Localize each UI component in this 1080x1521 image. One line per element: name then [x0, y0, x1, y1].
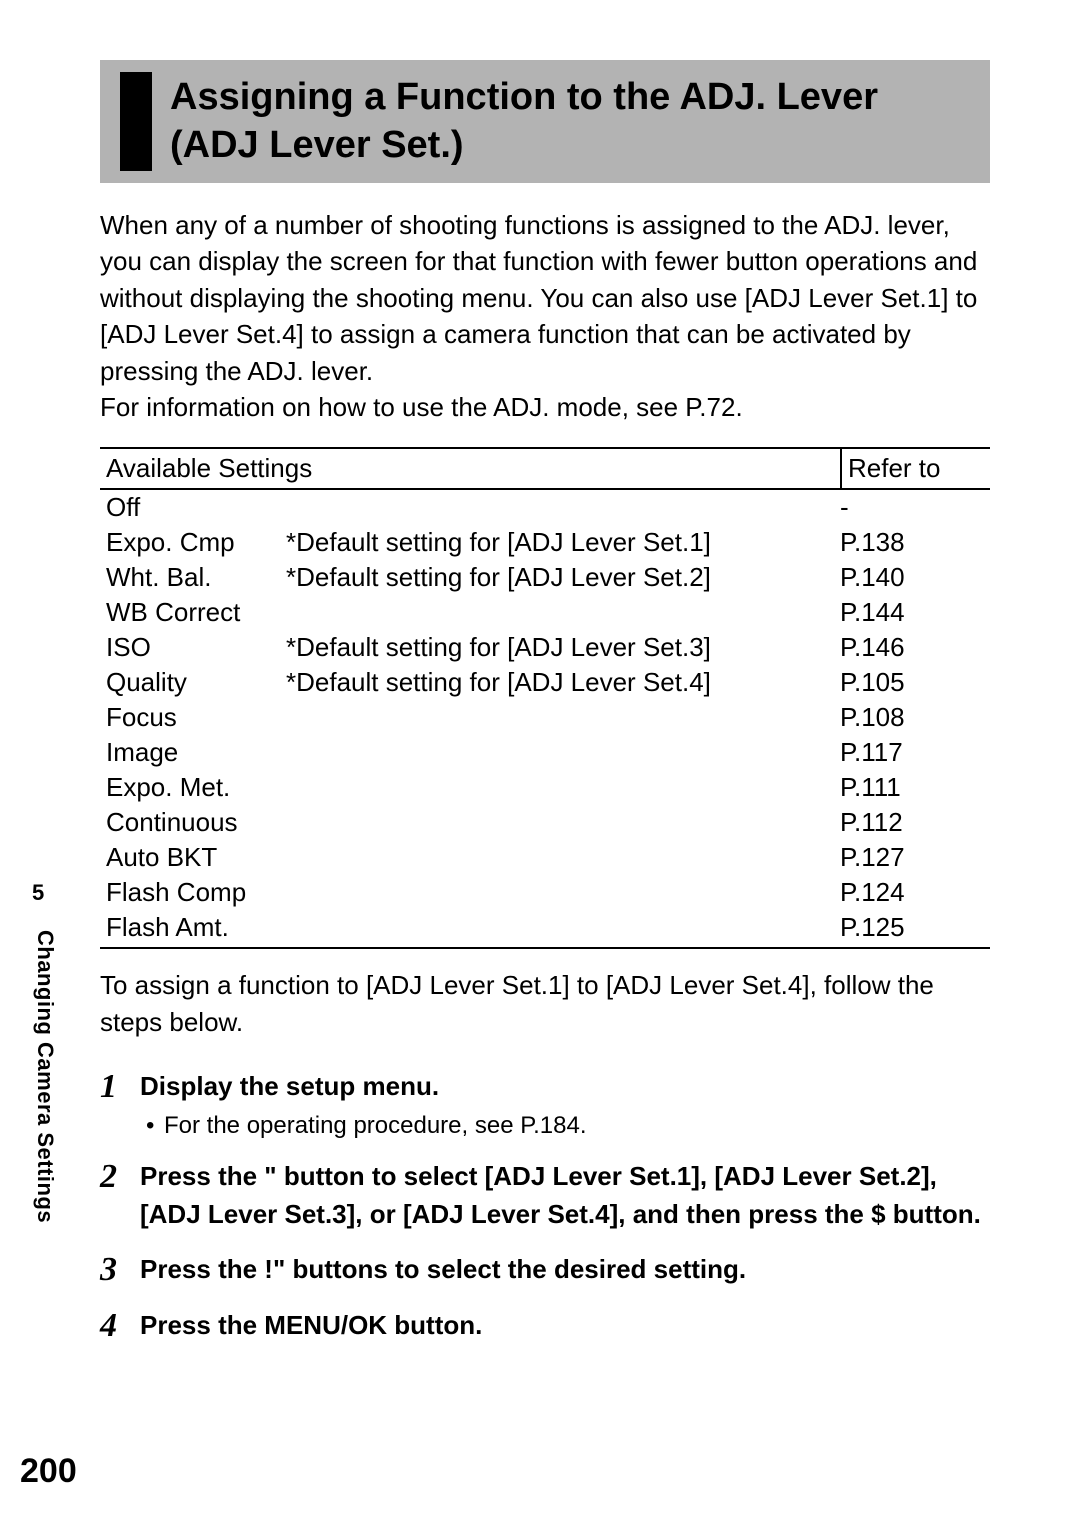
manual-page: Assigning a Function to the ADJ. Lever (…: [0, 0, 1080, 1403]
setting-name: Wht. Bal.: [106, 562, 286, 593]
setting-name: Flash Comp: [106, 877, 286, 908]
section-heading-box: Assigning a Function to the ADJ. Lever (…: [100, 60, 990, 183]
step-number: 3: [100, 1251, 140, 1289]
setting-name: Expo. Cmp: [106, 527, 286, 558]
table-row: Continuous P.112: [100, 805, 990, 840]
setting-note: [286, 597, 834, 628]
table-row: Focus P.108: [100, 700, 990, 735]
setting-ref: P.117: [834, 737, 984, 768]
setting-note: [286, 772, 834, 803]
setting-name: Focus: [106, 702, 286, 733]
setting-note: *Default setting for [ADJ Lever Set.4]: [286, 667, 834, 698]
setting-ref: P.108: [834, 702, 984, 733]
setting-ref: P.125: [834, 912, 984, 943]
step-body: Press the MENU/OK button.: [140, 1307, 990, 1345]
setting-name: Off: [106, 492, 286, 523]
table-header-row: Available Settings Refer to: [100, 447, 990, 490]
setting-name: Continuous: [106, 807, 286, 838]
table-row: Wht. Bal.*Default setting for [ADJ Lever…: [100, 560, 990, 595]
table-row: Flash Amt. P.125: [100, 910, 990, 949]
table-row: Expo. Met. P.111: [100, 770, 990, 805]
table-row: Quality*Default setting for [ADJ Lever S…: [100, 665, 990, 700]
setting-ref: P.144: [834, 597, 984, 628]
setting-name: Flash Amt.: [106, 912, 286, 943]
setting-note: [286, 492, 834, 523]
page-number: 200: [20, 1452, 77, 1491]
table-row: Expo. Cmp*Default setting for [ADJ Lever…: [100, 525, 990, 560]
setting-name: Image: [106, 737, 286, 768]
chapter-number-tab: 5: [32, 880, 44, 906]
steps-list: 1Display the setup menu. For the operatin…: [100, 1068, 990, 1344]
setting-note: *Default setting for [ADJ Lever Set.2]: [286, 562, 834, 593]
step-subtext: For the operating procedure, see P.184.: [140, 1112, 990, 1140]
heading-marker: [120, 72, 152, 171]
setting-name: Expo. Met.: [106, 772, 286, 803]
step-title: Press the MENU/OK button.: [140, 1307, 990, 1345]
setting-ref: P.146: [834, 632, 984, 663]
step-item: 4Press the MENU/OK button.: [100, 1307, 990, 1345]
table-row: Auto BKT P.127: [100, 840, 990, 875]
setting-note: [286, 702, 834, 733]
step-title: Display the setup menu.: [140, 1068, 990, 1106]
setting-ref: P.138: [834, 527, 984, 558]
step-item: 3Press the !" buttons to select the desi…: [100, 1251, 990, 1289]
chapter-side-label: Changing Camera Settings: [32, 930, 58, 1223]
table-row: Off -: [100, 490, 990, 525]
table-row: Flash Comp P.124: [100, 875, 990, 910]
table-body: Off-Expo. Cmp*Default setting for [ADJ L…: [100, 490, 990, 949]
intro-paragraph: When any of a number of shooting functio…: [100, 207, 990, 425]
setting-name: ISO: [106, 632, 286, 663]
step-title: Press the !" buttons to select the desir…: [140, 1251, 990, 1289]
setting-ref: P.105: [834, 667, 984, 698]
step-item: 1Display the setup menu. For the operatin…: [100, 1068, 990, 1140]
step-body: Press the " button to select [ADJ Lever …: [140, 1158, 990, 1233]
setting-note: [286, 877, 834, 908]
setting-name: WB Correct: [106, 597, 286, 628]
step-body: Display the setup menu. For the operating…: [140, 1068, 990, 1140]
setting-note: *Default setting for [ADJ Lever Set.3]: [286, 632, 834, 663]
setting-note: [286, 912, 834, 943]
setting-ref: P.112: [834, 807, 984, 838]
step-title: Press the " button to select [ADJ Lever …: [140, 1158, 990, 1233]
setting-note: [286, 737, 834, 768]
section-heading: Assigning a Function to the ADJ. Lever (…: [170, 74, 970, 169]
step-number: 1: [100, 1068, 140, 1140]
table-row: Image P.117: [100, 735, 990, 770]
table-header-settings: Available Settings: [100, 449, 840, 488]
table-row: ISO*Default setting for [ADJ Lever Set.3…: [100, 630, 990, 665]
setting-name: Quality: [106, 667, 286, 698]
setting-note: [286, 842, 834, 873]
setting-note: [286, 807, 834, 838]
step-body: Press the !" buttons to select the desir…: [140, 1251, 990, 1289]
setting-ref: P.124: [834, 877, 984, 908]
step-number: 4: [100, 1307, 140, 1345]
setting-ref: P.111: [834, 772, 984, 803]
setting-ref: -: [834, 492, 984, 523]
setting-name: Auto BKT: [106, 842, 286, 873]
setting-ref: P.140: [834, 562, 984, 593]
setting-note: *Default setting for [ADJ Lever Set.1]: [286, 527, 834, 558]
setting-ref: P.127: [834, 842, 984, 873]
table-header-refer: Refer to: [840, 449, 990, 488]
step-item: 2Press the " button to select [ADJ Lever…: [100, 1158, 990, 1233]
table-row: WB Correct P.144: [100, 595, 990, 630]
after-table-text: To assign a function to [ADJ Lever Set.1…: [100, 967, 990, 1040]
step-number: 2: [100, 1158, 140, 1233]
settings-table: Available Settings Refer to Off-Expo. Cm…: [100, 447, 990, 949]
